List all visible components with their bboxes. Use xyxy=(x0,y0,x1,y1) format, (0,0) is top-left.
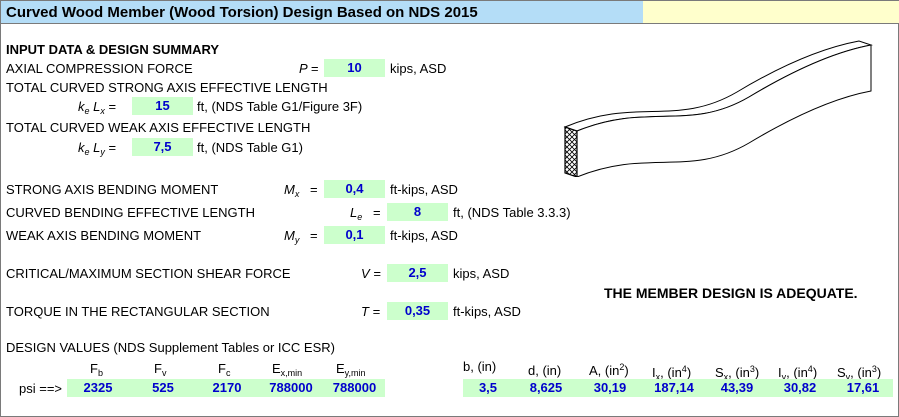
my-eq: = xyxy=(310,228,318,243)
b-header: b, (in) xyxy=(463,359,497,374)
t-unit: ft-kips, ASD xyxy=(453,304,521,319)
mx-symbol: Mx xyxy=(284,182,300,199)
le-eq: = xyxy=(373,205,381,220)
psi-row-label: psi ==> xyxy=(19,381,63,396)
ix-value: 187,14 xyxy=(654,380,694,395)
kelx-input[interactable]: 15 xyxy=(132,97,193,115)
fv-header: Fv xyxy=(154,361,167,378)
sx-header: Sx, (in3) xyxy=(715,364,760,382)
axial-unit: kips, ASD xyxy=(390,61,447,76)
t-symbol: T = xyxy=(361,304,381,319)
le-label: CURVED BENDING EFFECTIVE LENGTH xyxy=(6,205,255,220)
b-input[interactable]: 3,5 xyxy=(478,380,498,395)
fb-input[interactable]: 2325 xyxy=(83,380,113,395)
title-bar: Curved Wood Member (Wood Torsion) Design… xyxy=(1,1,643,24)
d-input[interactable]: 8,625 xyxy=(529,380,563,395)
mx-label: STRONG AXIS BENDING MOMENT xyxy=(6,182,219,197)
section-heading: INPUT DATA & DESIGN SUMMARY xyxy=(6,42,220,57)
kely-input[interactable]: 7,5 xyxy=(132,138,193,156)
le-input[interactable]: 8 xyxy=(387,203,448,221)
d-header: d, (in) xyxy=(528,363,562,378)
le-unit: ft, (NDS Table 3.3.3) xyxy=(453,205,571,220)
mx-input[interactable]: 0,4 xyxy=(324,180,385,198)
sy-header: Sy, (in3) xyxy=(837,364,882,382)
iy-value: 30,82 xyxy=(783,380,817,395)
shear-input[interactable]: 2,5 xyxy=(387,264,448,282)
v-symbol: V = xyxy=(361,266,381,281)
mx-eq: = xyxy=(310,182,318,197)
v-label: CRITICAL/MAXIMUM SECTION SHEAR FORCE xyxy=(6,266,291,281)
fc-input[interactable]: 2170 xyxy=(212,380,242,395)
sy-value: 17,61 xyxy=(846,380,880,395)
my-symbol: My xyxy=(284,228,300,245)
my-input[interactable]: 0,1 xyxy=(324,226,385,244)
v-unit: kips, ASD xyxy=(453,266,510,281)
iy-header: Iy, (in4) xyxy=(778,364,818,382)
ex-header: Ex,min xyxy=(272,361,303,378)
design-values-heading: DESIGN VALUES (NDS Supplement Tables or … xyxy=(6,340,335,355)
fv-input[interactable]: 525 xyxy=(152,380,174,395)
axial-label: AXIAL COMPRESSION FORCE xyxy=(6,61,193,76)
axial-symbol: P = xyxy=(299,61,319,76)
ex-input[interactable]: 788000 xyxy=(269,380,313,395)
curved-beam-icon xyxy=(563,40,873,177)
ey-input[interactable]: 788000 xyxy=(332,380,377,395)
page-title: Curved Wood Member (Wood Torsion) Design… xyxy=(6,4,478,21)
kelx-unit: ft, (NDS Table G1/Figure 3F) xyxy=(197,99,363,114)
weak-length-heading: TOTAL CURVED WEAK AXIS EFFECTIVE LENGTH xyxy=(6,120,311,135)
t-label: TORQUE IN THE RECTANGULAR SECTION xyxy=(6,304,270,319)
design-values-row-bg xyxy=(67,379,385,397)
a-value: 30,19 xyxy=(593,380,627,395)
title-bar-filler xyxy=(643,1,899,24)
axial-force-input[interactable]: 10 xyxy=(324,59,385,77)
sx-value: 43,39 xyxy=(720,380,754,395)
le-symbol: Le xyxy=(350,205,363,222)
fc-header: Fc xyxy=(218,361,231,378)
mx-unit: ft-kips, ASD xyxy=(390,182,458,197)
design-result: THE MEMBER DESIGN IS ADEQUATE. xyxy=(604,285,858,301)
kely-symbol: ke Ly = xyxy=(78,140,117,157)
fb-header: Fb xyxy=(90,361,103,378)
ix-header: Ix, (in4) xyxy=(652,364,692,382)
strong-length-heading: TOTAL CURVED STRONG AXIS EFFECTIVE LENGT… xyxy=(6,80,328,95)
section-props-row-bg xyxy=(463,379,893,397)
ey-header: Ey,min xyxy=(336,361,366,378)
torque-input[interactable]: 0,35 xyxy=(387,302,448,320)
my-label: WEAK AXIS BENDING MOMENT xyxy=(6,228,202,243)
a-header: A, (in2) xyxy=(589,362,629,378)
kely-unit: ft, (NDS Table G1) xyxy=(197,140,303,155)
kelx-symbol: ke Lx = xyxy=(78,99,117,116)
my-unit: ft-kips, ASD xyxy=(390,228,458,243)
